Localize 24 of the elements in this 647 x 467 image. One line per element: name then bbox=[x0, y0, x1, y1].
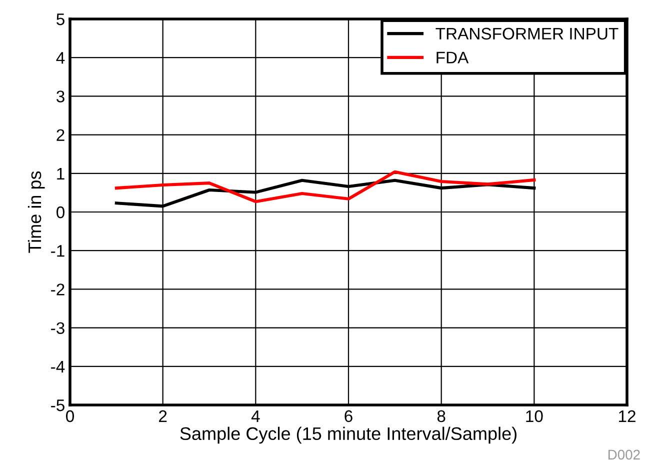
y-tick-label: 5 bbox=[56, 14, 64, 26]
y-tick-label: -5 bbox=[51, 400, 64, 412]
y-tick-label: -3 bbox=[51, 322, 64, 334]
y-tick-label: 4 bbox=[56, 52, 65, 64]
x-tick-label: 6 bbox=[344, 410, 352, 422]
y-tick-label: 1 bbox=[57, 168, 64, 180]
y-tick-label: 0 bbox=[56, 206, 64, 218]
y-tick-label: 3 bbox=[56, 90, 64, 102]
x-tick-label: 4 bbox=[251, 410, 260, 422]
y-tick-label: -4 bbox=[51, 360, 65, 372]
x-tick-label: 10 bbox=[526, 410, 543, 422]
x-tick-label: 12 bbox=[619, 410, 636, 422]
text: D002 bbox=[608, 450, 640, 460]
y-axis-title: Time in ps bbox=[28, 171, 45, 253]
x-tick-label: 0 bbox=[66, 410, 74, 422]
x-tick-label: 8 bbox=[437, 410, 446, 422]
y-tick-label: -2 bbox=[51, 284, 64, 296]
y-tick-label: 2 bbox=[56, 129, 64, 141]
legend-label: FDA bbox=[436, 52, 469, 64]
x-axis-title: Sample Cycle (15 minute Interval/Sample) bbox=[180, 426, 516, 444]
legend-label: TRANSFORMER INPUT bbox=[436, 28, 618, 40]
line-series bbox=[114, 170, 536, 204]
x-tick-label: 2 bbox=[159, 410, 167, 422]
y-tick-label: -1 bbox=[51, 245, 64, 257]
